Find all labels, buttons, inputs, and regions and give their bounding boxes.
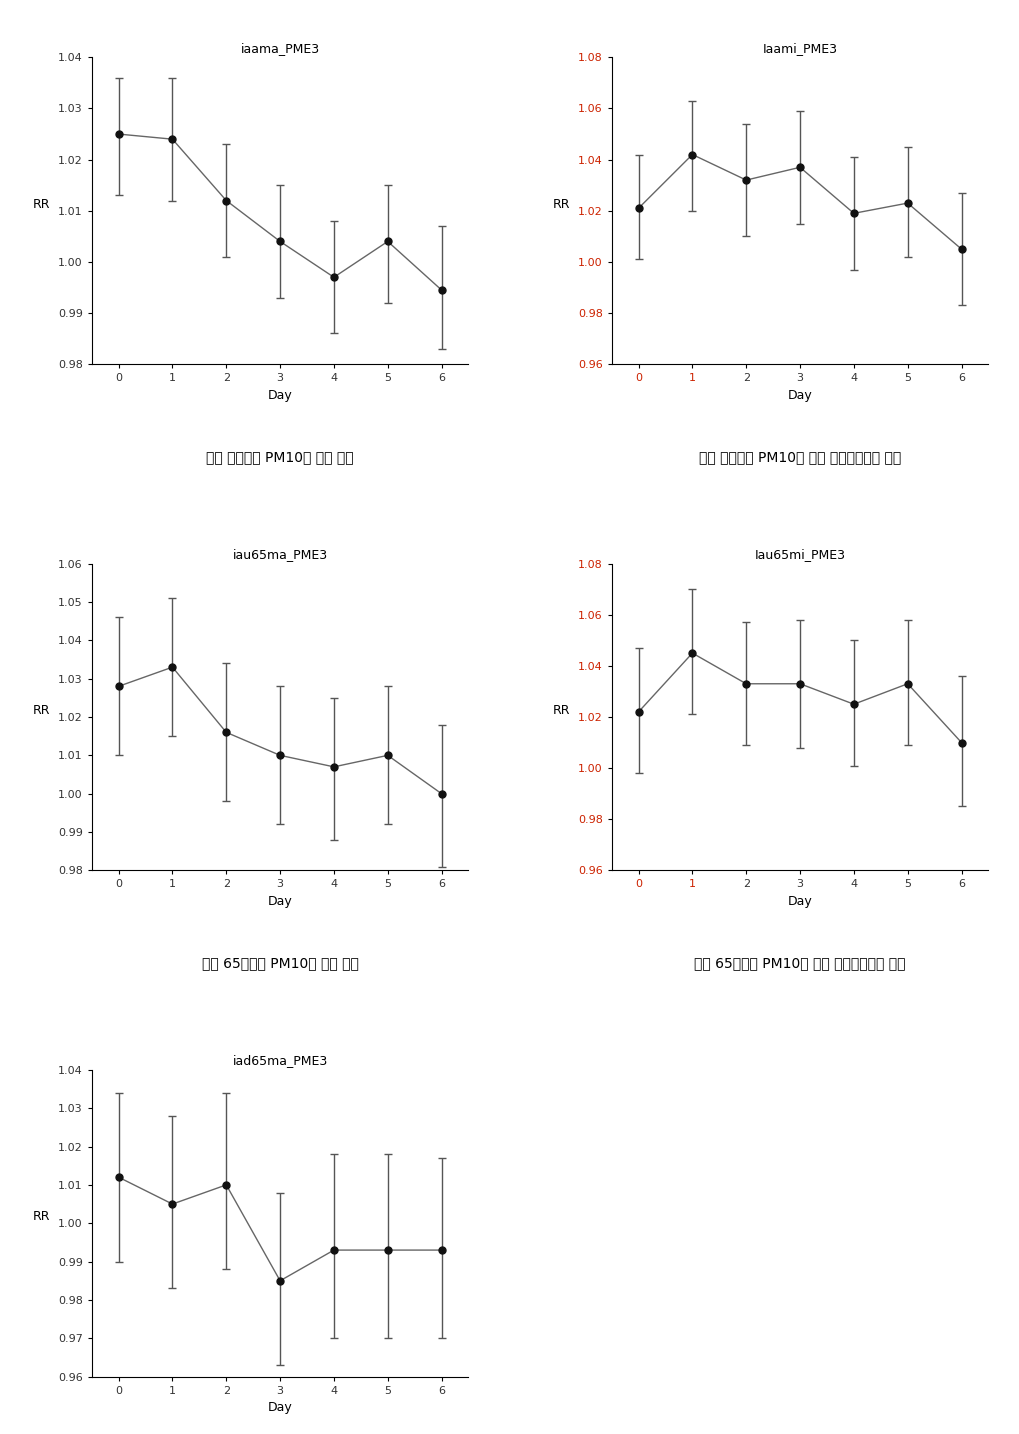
Text: 인천 전체연령 PM10에 의한 심혈관계질환 사망: 인천 전체연령 PM10에 의한 심혈관계질환 사망 bbox=[699, 450, 901, 465]
Y-axis label: RR: RR bbox=[33, 198, 50, 211]
Y-axis label: RR: RR bbox=[552, 198, 570, 211]
Title: iau65ma_PME3: iau65ma_PME3 bbox=[232, 548, 328, 561]
Text: 인천 65세이상 PM10에 의한 사망: 인천 65세이상 PM10에 의한 사망 bbox=[202, 956, 359, 971]
X-axis label: Day: Day bbox=[788, 895, 812, 908]
Y-axis label: RR: RR bbox=[33, 704, 50, 717]
Title: Iaami_PME3: Iaami_PME3 bbox=[762, 42, 838, 54]
Title: iad65ma_PME3: iad65ma_PME3 bbox=[232, 1054, 328, 1067]
Title: iaama_PME3: iaama_PME3 bbox=[240, 42, 320, 54]
Y-axis label: RR: RR bbox=[33, 1210, 50, 1223]
X-axis label: Day: Day bbox=[268, 389, 292, 402]
X-axis label: Day: Day bbox=[268, 895, 292, 908]
Text: 인천 전체연령 PM10에 의한 사망: 인천 전체연령 PM10에 의한 사망 bbox=[206, 450, 354, 465]
X-axis label: Day: Day bbox=[788, 389, 812, 402]
Y-axis label: RR: RR bbox=[552, 704, 570, 717]
X-axis label: Day: Day bbox=[268, 1401, 292, 1414]
Title: Iau65mi_PME3: Iau65mi_PME3 bbox=[754, 548, 846, 561]
Text: 인천 65세이상 PM10에 의한 심혈관계질환 사망: 인천 65세이상 PM10에 의한 심혈관계질환 사망 bbox=[694, 956, 906, 971]
